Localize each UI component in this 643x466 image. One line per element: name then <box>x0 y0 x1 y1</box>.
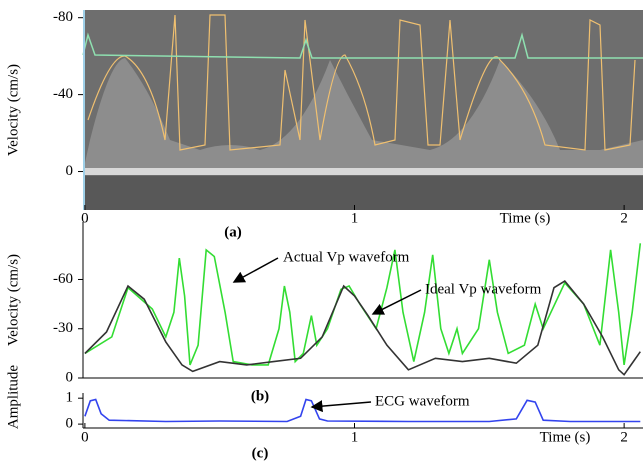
image-lower-band <box>83 176 643 210</box>
x-tick-label: 2 <box>620 210 628 226</box>
series-line <box>84 280 641 376</box>
x-tick-label: 0 <box>81 210 89 226</box>
image-ecg-trace <box>82 32 643 59</box>
x-tick-label: 0 <box>81 429 89 445</box>
y-axis-label: Amplitude <box>5 365 21 430</box>
y-tick-label: 0 <box>66 163 74 179</box>
x-axis-label: Time (s) <box>540 429 591 445</box>
y-tick-label: -80 <box>53 9 73 25</box>
annotation: Actual Vp waveform <box>283 249 410 265</box>
panel-label: (b) <box>251 388 269 404</box>
x-tick-label: 2 <box>620 429 628 445</box>
y-tick-label: 1 <box>66 390 74 406</box>
y-axis-label: Velocity (cm/s) <box>5 254 21 346</box>
y-tick-label: -40 <box>53 86 73 102</box>
image-baseline <box>83 168 643 175</box>
y-tick-label: 0 <box>66 416 74 432</box>
annotation: Ideal Vp waveform <box>425 281 542 297</box>
y-tick-label: 0 <box>66 369 74 385</box>
y-tick-label: -60 <box>53 271 73 287</box>
annotation-arrow <box>310 400 372 413</box>
annotation-arrow <box>232 257 279 283</box>
image-envelope <box>87 14 636 151</box>
x-axis-label: Time (s) <box>500 210 551 226</box>
x-tick-label: 1 <box>351 210 359 226</box>
y-axis-label: Velocity (cm/s) <box>5 64 21 156</box>
panel-label: (a) <box>224 224 242 240</box>
panel-label: (c) <box>252 445 269 461</box>
annotation-arrow <box>371 289 422 315</box>
image-texture <box>83 58 643 172</box>
x-tick-label: 1 <box>351 429 359 445</box>
annotation: ECG waveform <box>375 393 470 409</box>
y-tick-label: -30 <box>53 320 73 336</box>
doppler-image <box>82 10 643 210</box>
